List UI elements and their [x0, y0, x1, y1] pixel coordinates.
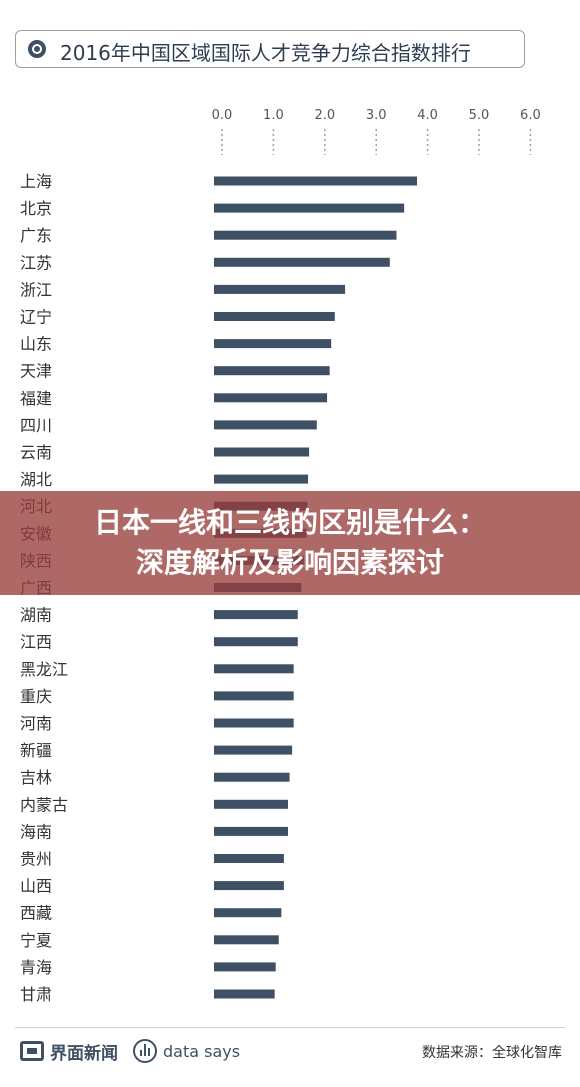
bar [214, 339, 332, 349]
bar [214, 826, 289, 836]
soundwave-icon [133, 1039, 157, 1063]
bar [214, 691, 294, 701]
bar [214, 230, 397, 240]
category-label: 山东 [20, 335, 52, 354]
category-label: 贵州 [20, 850, 52, 869]
bar [214, 366, 330, 376]
bar [214, 420, 317, 430]
bar [214, 203, 405, 213]
bar [214, 854, 284, 863]
category-label: 北京 [20, 199, 52, 218]
category-label: 河南 [20, 714, 52, 733]
category-label: 青海 [20, 958, 52, 977]
bar [214, 989, 275, 999]
category-label: 海南 [20, 822, 52, 841]
category-label: 江苏 [20, 253, 52, 272]
x-tick-label: 1.0 [263, 108, 284, 123]
bar [214, 610, 298, 620]
x-tick-label: 5.0 [469, 108, 490, 123]
bar [214, 176, 418, 186]
bar [214, 935, 279, 945]
category-label: 四川 [20, 416, 52, 435]
headline-line-1: 日本一线和三线的区别是什么： [93, 506, 486, 539]
bar [214, 664, 294, 674]
bar [214, 799, 289, 809]
target-icon [28, 40, 46, 58]
x-tick-label: 3.0 [366, 108, 387, 123]
category-label: 辽宁 [20, 308, 52, 327]
datasays-label: data says [163, 1041, 241, 1061]
bar [214, 772, 290, 782]
bar [214, 745, 293, 755]
data-source: 数据来源：全球化智库 [422, 1045, 562, 1061]
category-label: 新疆 [20, 741, 52, 760]
x-tick-label: 0.0 [212, 108, 233, 123]
x-tick-label: 2.0 [314, 108, 335, 123]
bar [214, 908, 282, 918]
category-label: 山西 [20, 877, 52, 896]
category-label: 福建 [20, 389, 52, 408]
datasays-logo: data says [133, 1037, 240, 1065]
bar [214, 637, 298, 647]
category-label: 湖北 [20, 470, 52, 489]
x-tick-label: 6.0 [520, 108, 541, 123]
bar [214, 257, 390, 267]
chart-title: 2016年中国区域国际人才竞争力综合指数排行 [60, 41, 471, 65]
category-label: 吉林 [20, 768, 52, 787]
category-label: 浙江 [20, 280, 52, 299]
bar [214, 284, 346, 294]
chart-title-box: 2016年中国区域国际人才竞争力综合指数排行 [15, 30, 525, 68]
jiemian-logo-icon [20, 1041, 44, 1061]
headline-overlay: 日本一线和三线的区别是什么： 深度解析及影响因素探讨 [0, 491, 580, 595]
category-label: 上海 [20, 172, 52, 191]
bar [214, 881, 284, 891]
bar [214, 718, 294, 728]
category-label: 宁夏 [20, 931, 52, 950]
category-label: 西藏 [20, 904, 52, 923]
bar [214, 962, 276, 972]
brand-name: 界面新闻 [50, 1043, 118, 1064]
category-label: 湖南 [20, 606, 52, 625]
bar [214, 312, 335, 321]
brand-logo: 界面新闻 [20, 1037, 118, 1065]
x-tick-label: 4.0 [417, 108, 438, 123]
headline-line-2: 深度解析及影响因素探讨 [135, 546, 444, 579]
category-label: 重庆 [20, 687, 52, 706]
bar [214, 393, 328, 403]
bar [214, 447, 310, 457]
category-label: 天津 [20, 362, 52, 381]
category-label: 内蒙古 [20, 795, 68, 814]
category-label: 甘肃 [20, 985, 52, 1004]
category-label: 黑龙江 [20, 660, 68, 679]
category-label: 江西 [20, 633, 52, 652]
category-label: 广东 [20, 226, 52, 245]
footer-divider [15, 1027, 565, 1028]
bar [214, 474, 309, 484]
category-label: 云南 [20, 443, 52, 462]
